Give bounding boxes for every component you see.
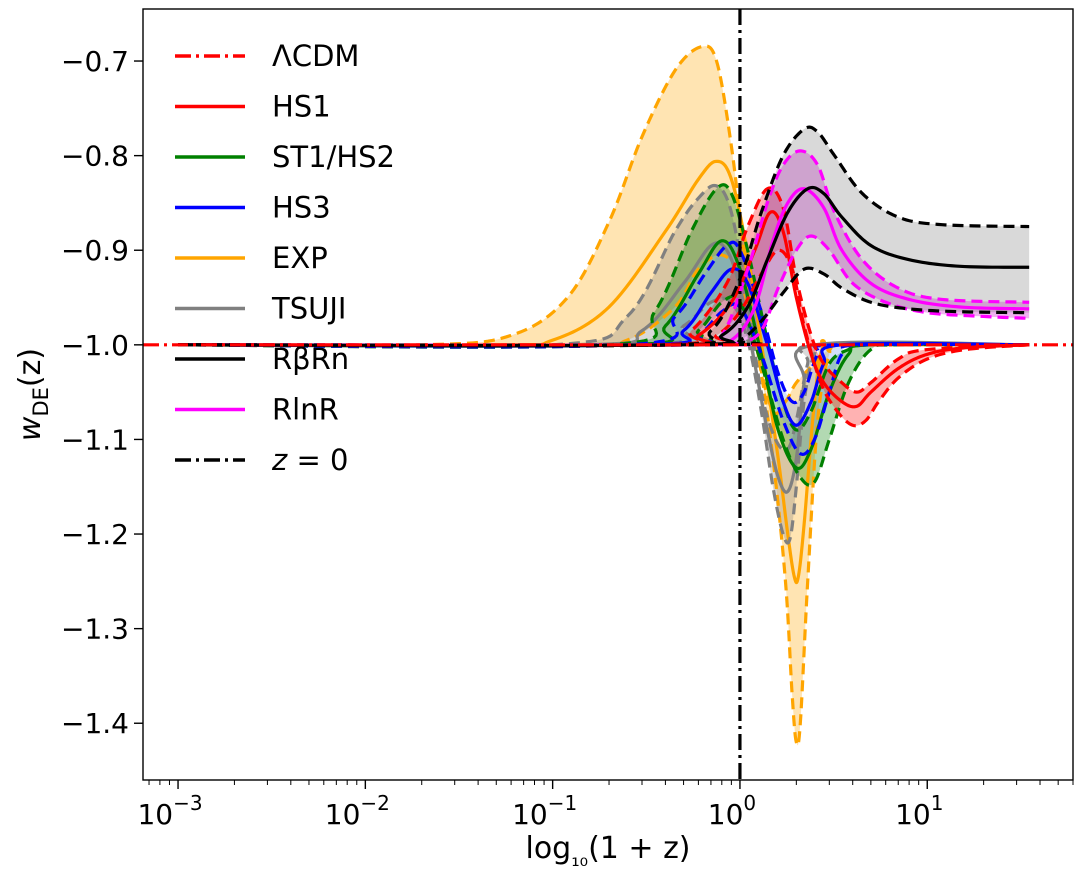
legend-label: HS3 [272,191,331,225]
y-tick-label: −1.4 [61,707,129,740]
legend-item-lambdacdm: ΛCDM [175,39,359,73]
x-tick-label: 10−1 [512,791,577,831]
legend-label: RβRn [272,342,349,376]
legend: ΛCDM HS1 ST1/HS2 HS3 EXP TSUJI RβRn RlnR z = 0 [175,39,395,477]
central-line-rbetarn [178,185,1030,348]
reference-lines [143,9,1073,780]
y-tick-label: −1.3 [61,613,129,646]
lower-bound-st1-hs2 [178,294,1030,487]
legend-item-st1-hs2: ST1/HS2 [175,140,395,174]
legend-item-z-0: z = 0 [175,443,348,477]
lower-bound-exp [178,253,1030,748]
central-line-st1-hs2 [178,239,1030,471]
y-axis-label: wDE(z) [13,348,53,441]
y-tick-label: −1.1 [61,423,129,456]
legend-label: HS1 [272,90,331,124]
axis-ticks: 10−3 10−2 10−1 100 101 −0.7 −0.8 −0.9 −1.0 −1.1 −1… [61,45,1074,831]
upper-bound-hs1 [178,186,1030,394]
x-tick-label: 10−2 [325,791,390,831]
lower-bound-hs1 [178,248,1030,428]
band-rbetarn [178,127,1030,346]
y-tick-label: −0.9 [61,234,129,267]
legend-label: EXP [272,241,328,275]
legend-label: ST1/HS2 [272,140,395,174]
legend-label: ΛCDM [272,39,359,73]
legend-item-exp: EXP [175,241,328,275]
band-st1-hs2 [178,184,1030,486]
x-tick-label: 100 [708,791,756,831]
legend-item-tsuji: TSUJI [175,292,346,326]
upper-bound-rbetarn [178,125,1030,348]
plot-frame [142,8,1074,781]
legend-label: RlnR [272,393,339,427]
legend-label: z = 0 [271,443,348,477]
x-tick-label: 10−3 [137,791,202,831]
upper-bound-exp [178,44,1030,416]
x-tick-label: 101 [895,791,943,831]
legend-label: TSUJI [271,292,346,326]
central-line-tsuji [178,241,1030,494]
central-line-hs1 [178,210,1030,409]
y-tick-label: −0.8 [61,140,129,173]
legend-item-hs1: HS1 [175,90,331,124]
y-tick-label: −0.7 [61,45,129,78]
legend-item-rlnr: RlnR [175,393,339,427]
y-tick-label: −1.0 [61,329,129,362]
upper-bound-st1-hs2 [178,183,1030,432]
x-axis-label: log₁₀(1 + z) [525,831,690,871]
y-tick-label: −1.2 [61,518,129,551]
band-hs3 [178,242,1030,455]
legend-item-rbetarn: RβRn [175,342,349,376]
legend-item-hs3: HS3 [175,191,331,225]
